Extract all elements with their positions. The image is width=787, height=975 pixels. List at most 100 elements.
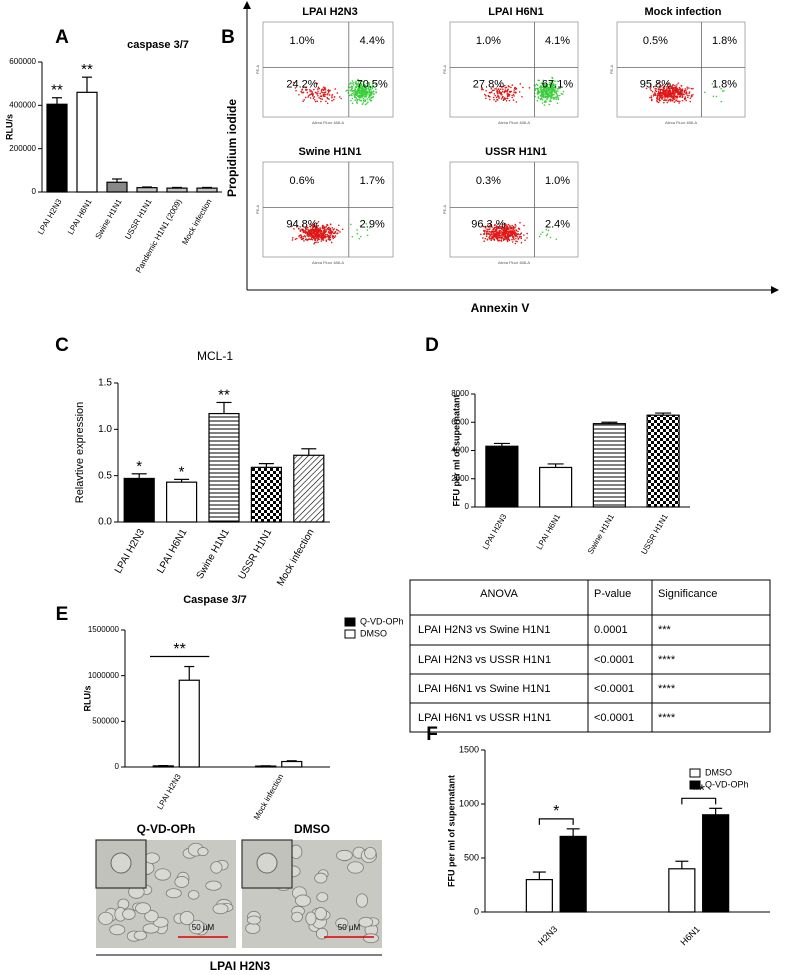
dot xyxy=(676,90,678,92)
quadrant-percent: 95.8% xyxy=(640,79,671,91)
dot xyxy=(496,234,499,237)
dot xyxy=(513,95,515,97)
y-tick-label: 500 xyxy=(464,852,479,862)
dot xyxy=(514,237,517,240)
dot xyxy=(332,232,335,235)
dot xyxy=(538,235,541,238)
dot xyxy=(368,91,371,93)
bar xyxy=(166,481,198,523)
table-cell: LPAI H6N1 vs USSR H1N1 xyxy=(418,712,551,724)
dot xyxy=(661,94,663,97)
dot xyxy=(555,98,558,100)
dot xyxy=(557,97,559,99)
dot xyxy=(501,223,504,226)
dot xyxy=(514,87,516,89)
dot xyxy=(560,92,563,95)
flow-plot-title: LPAI H6N1 xyxy=(488,6,543,18)
dot xyxy=(315,237,317,240)
dot xyxy=(663,94,666,97)
cell xyxy=(144,910,159,923)
dot xyxy=(523,224,525,227)
dot xyxy=(309,229,312,232)
dot xyxy=(364,99,366,101)
dot xyxy=(311,95,314,97)
dot xyxy=(341,228,344,231)
dot xyxy=(494,94,497,97)
dot xyxy=(504,87,507,89)
dot xyxy=(310,90,312,92)
dot xyxy=(301,225,304,227)
dot xyxy=(493,232,495,234)
cell xyxy=(122,908,136,920)
dot xyxy=(656,97,658,100)
dot xyxy=(487,95,490,98)
dot xyxy=(316,100,319,103)
dot xyxy=(320,100,322,103)
dot xyxy=(489,95,491,98)
dot xyxy=(496,89,499,92)
dot xyxy=(489,237,492,240)
dot xyxy=(353,91,355,94)
dot xyxy=(301,228,303,230)
bar xyxy=(293,454,325,523)
dot xyxy=(520,241,523,244)
x-tick-label: H2N3 xyxy=(536,924,559,947)
bar xyxy=(592,423,626,508)
dot xyxy=(489,223,492,226)
dot xyxy=(349,94,351,97)
dot xyxy=(515,87,518,90)
dot xyxy=(674,91,677,94)
dot xyxy=(318,234,321,237)
dot xyxy=(504,230,506,232)
dot xyxy=(323,229,326,232)
dot xyxy=(340,97,342,100)
dot xyxy=(483,240,485,243)
dot xyxy=(497,222,500,225)
dot xyxy=(354,88,357,91)
dot xyxy=(320,95,323,97)
bar xyxy=(106,181,128,193)
dot xyxy=(326,102,329,105)
dot xyxy=(554,98,556,100)
dot xyxy=(546,225,548,228)
dot xyxy=(331,236,334,238)
dot xyxy=(505,237,507,240)
dot xyxy=(319,230,322,233)
dot xyxy=(485,97,487,100)
dot xyxy=(508,238,510,241)
cell xyxy=(98,911,114,925)
y-tick-label: 400000 xyxy=(9,100,36,109)
dot xyxy=(304,229,307,232)
dot xyxy=(667,83,670,85)
dot xyxy=(504,224,507,227)
dot xyxy=(524,239,526,242)
dot xyxy=(370,94,373,96)
dot xyxy=(497,239,499,242)
dot xyxy=(723,90,725,92)
dot xyxy=(664,90,667,93)
panel-label: F xyxy=(426,724,438,745)
dot xyxy=(495,226,498,229)
legend-swatch xyxy=(689,768,701,778)
bar xyxy=(646,414,680,508)
dot xyxy=(308,94,310,97)
dot xyxy=(334,230,337,233)
dot xyxy=(503,97,506,99)
dot xyxy=(654,87,656,90)
dot xyxy=(558,94,561,97)
x-tick-label: USSR H1N1 xyxy=(123,197,154,241)
cell xyxy=(335,917,349,929)
bar xyxy=(123,477,155,523)
dot xyxy=(311,92,313,95)
dot xyxy=(654,85,656,88)
table-cell: **** xyxy=(658,683,676,695)
dot xyxy=(517,233,519,236)
panel-label: E xyxy=(56,604,69,625)
dot xyxy=(303,231,305,233)
dot xyxy=(507,228,510,231)
dot xyxy=(504,222,507,225)
dot xyxy=(653,94,656,96)
dot xyxy=(318,87,321,90)
dot xyxy=(489,234,492,237)
dot xyxy=(323,230,325,233)
